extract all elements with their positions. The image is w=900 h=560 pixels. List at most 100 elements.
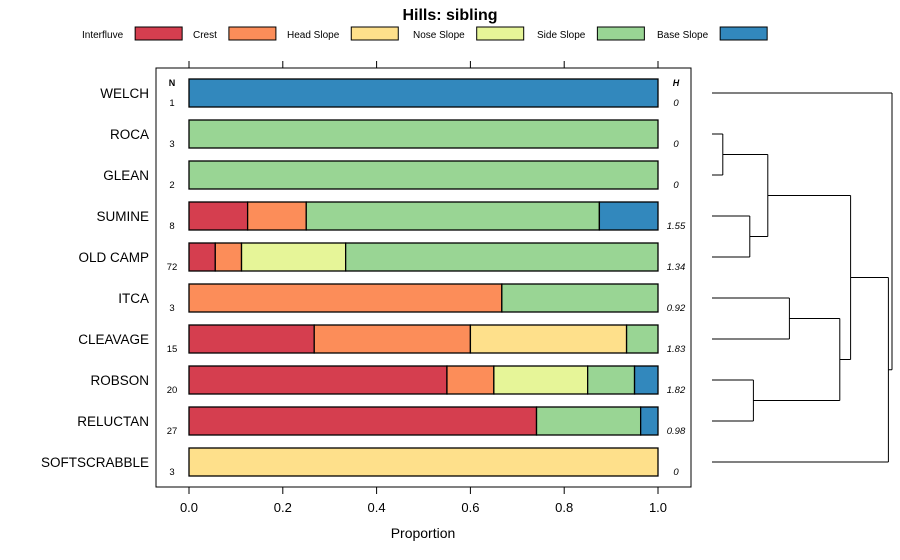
legend-label: Base Slope (657, 30, 709, 41)
x-tick-label: 0.4 (368, 500, 386, 515)
bar-segment-base-slope (639, 406, 659, 436)
n-value: 3 (169, 139, 174, 150)
bar-segment-crest (188, 283, 503, 313)
dendrogram-merge (712, 133, 724, 176)
dendrogram-merge (712, 92, 893, 371)
x-tick-label: 0.0 (180, 500, 198, 515)
row-label: GLEAN (103, 168, 149, 183)
legend-item-crest: Crest (193, 26, 277, 41)
h-labels: 0 0 0 1.55 1.34 0.92 1.83 1.82 0.98 0 (667, 98, 686, 478)
bar-row-reluctan (188, 406, 659, 436)
bar-segment-crest (446, 365, 495, 395)
bar-segment-side-slope (625, 324, 659, 354)
n-value: 15 (167, 344, 178, 355)
h-value: 0 (673, 98, 679, 109)
n-value: 3 (169, 303, 174, 314)
dendrogram (712, 92, 893, 463)
h-header: H (673, 78, 680, 88)
x-tick-label: 0.2 (274, 500, 292, 515)
legend-item-side-slope: Side Slope (537, 26, 645, 41)
x-tick-label: 0.8 (555, 500, 573, 515)
h-value: 0.98 (667, 426, 686, 437)
dendrogram-merge (712, 379, 754, 422)
bar-segment-interfluve (188, 242, 216, 272)
bar-segment-side-slope (188, 119, 659, 149)
n-value: 1 (169, 98, 174, 109)
h-value: 1.34 (667, 262, 686, 273)
legend-swatch (228, 26, 277, 41)
dendrogram-merge (712, 297, 790, 340)
bar-segment-side-slope (188, 160, 659, 190)
n-value: 27 (167, 426, 178, 437)
legend-item-base-slope: Base Slope (657, 26, 768, 41)
bar-row-cleavage (188, 324, 659, 354)
bar-segment-interfluve (188, 365, 448, 395)
legend-label: Head Slope (287, 30, 340, 41)
n-header: N (169, 78, 176, 88)
n-value: 2 (169, 180, 174, 191)
legend-swatch (476, 26, 525, 41)
h-value: 0 (673, 467, 679, 478)
bar-segment-base-slope (188, 78, 659, 108)
row-label: OLD CAMP (78, 250, 149, 265)
legend-item-head-slope: Head Slope (287, 26, 399, 41)
legend-swatch (134, 26, 183, 41)
n-value: 8 (169, 221, 174, 232)
row-labels: WELCH ROCA GLEAN SUMINE OLD CAMP ITCA CLEAVAGE… (41, 86, 149, 470)
bar-segment-base-slope (598, 201, 659, 231)
bar-segment-side-slope (305, 201, 601, 231)
bar-row-itca (188, 283, 659, 313)
bar-segment-interfluve (188, 406, 538, 436)
bar-segment-head-slope (188, 447, 659, 477)
bar-segment-side-slope (344, 242, 659, 272)
bar-segment-interfluve (188, 324, 315, 354)
row-label: ROBSON (90, 373, 149, 388)
h-value: 1.55 (667, 221, 686, 232)
bar-segment-base-slope (633, 365, 659, 395)
bar-segment-side-slope (535, 406, 642, 436)
x-tick-label: 0.6 (461, 500, 479, 515)
bar-segment-side-slope (587, 365, 636, 395)
dendrogram-merge (712, 215, 751, 258)
bar-segment-crest (246, 201, 307, 231)
bar-segment-nose-slope (493, 365, 589, 395)
h-value: 0 (673, 139, 679, 150)
row-label: SOFTSCRABBLE (41, 455, 149, 470)
h-value: 1.82 (667, 385, 686, 396)
dendrogram-merge (722, 154, 769, 237)
bars (188, 78, 659, 477)
n-value: 3 (169, 467, 174, 478)
bar-row-sumine (188, 201, 659, 231)
legend-swatch (350, 26, 399, 41)
dendrogram-merge (712, 277, 889, 463)
legend-item-nose-slope: Nose Slope (413, 26, 525, 41)
row-label: ROCA (110, 127, 149, 142)
plot-frame (155, 67, 692, 488)
dendrogram-merge (753, 318, 841, 401)
chart-title: Hills: sibling (402, 7, 497, 24)
row-label: ITCA (118, 291, 149, 306)
h-value: 1.83 (667, 344, 686, 355)
row-label: WELCH (100, 86, 149, 101)
bar-row-welch (188, 78, 659, 108)
bar-segment-head-slope (469, 324, 628, 354)
bar-row-old-camp (188, 242, 659, 272)
legend-swatch (596, 26, 645, 41)
legend-label: Interfluve (82, 30, 124, 41)
x-axis-label: Proportion (391, 525, 456, 541)
h-value: 0.92 (667, 303, 686, 314)
bar-segment-crest (313, 324, 472, 354)
dendrogram-merge (767, 195, 852, 360)
legend-label: Nose Slope (413, 30, 465, 41)
bar-segment-nose-slope (240, 242, 347, 272)
bar-segment-side-slope (501, 283, 659, 313)
x-axis: 0.0 0.2 0.4 0.6 0.8 1.0 (180, 61, 667, 515)
legend-label: Side Slope (537, 30, 586, 41)
bar-segment-interfluve (188, 201, 249, 231)
legend-label: Crest (193, 30, 217, 41)
bar-row-roca (188, 119, 659, 149)
n-value: 20 (167, 385, 178, 396)
row-label: SUMINE (96, 209, 149, 224)
bar-segment-crest (214, 242, 243, 272)
